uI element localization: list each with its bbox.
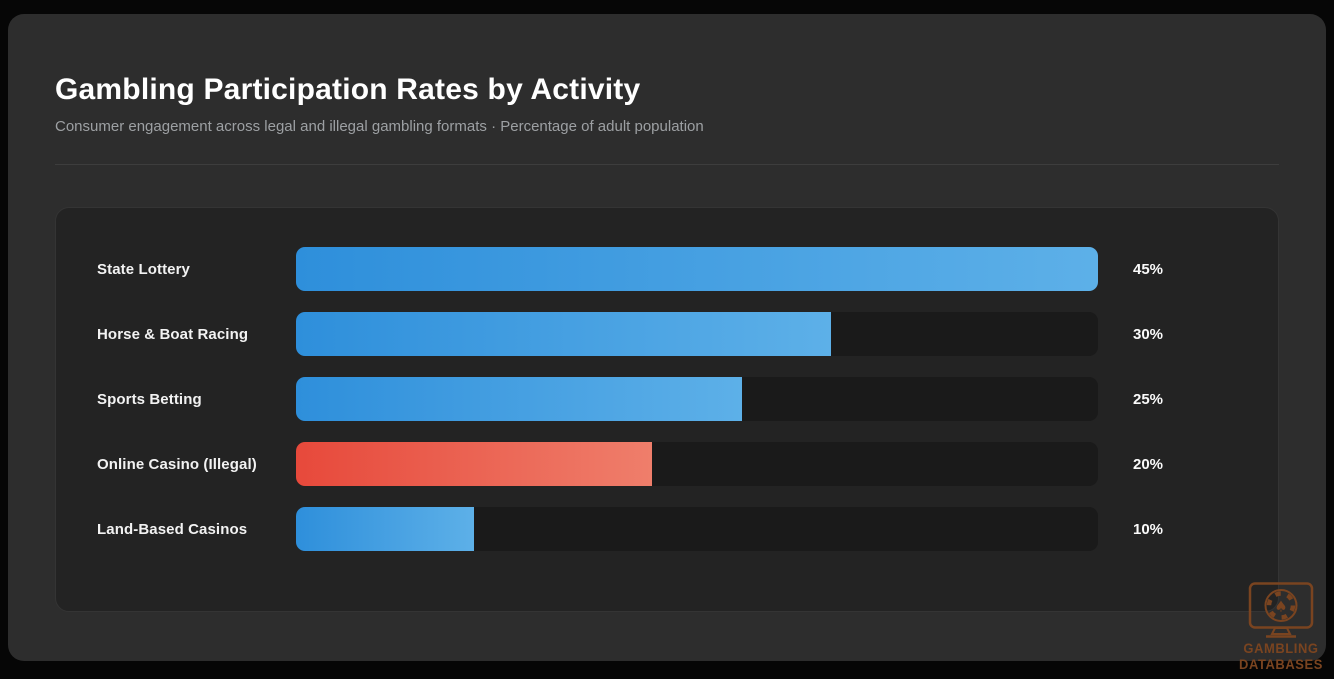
- bar-value: 25%: [1133, 390, 1164, 408]
- page-subtitle: Consumer engagement across legal and ill…: [55, 118, 704, 135]
- svg-text:♠: ♠: [1274, 598, 1287, 616]
- watermark-line1: GAMBLING: [1243, 641, 1319, 656]
- bar-label: Land-Based Casinos: [97, 520, 248, 538]
- bar-label: Horse & Boat Racing: [97, 325, 249, 343]
- bar-value: 10%: [1133, 520, 1164, 538]
- bar-label: State Lottery: [97, 260, 190, 278]
- bar-track: [296, 442, 1098, 486]
- bar-track: [296, 312, 1098, 356]
- watermark-logo: ♠ GAMBLING DATABASES: [1231, 582, 1331, 671]
- bar-row: State Lottery 45%: [56, 247, 1278, 291]
- bar-value: 20%: [1133, 455, 1164, 473]
- header-divider: [55, 164, 1279, 165]
- bar-row: Horse & Boat Racing 30%: [56, 312, 1278, 356]
- bar-value: 30%: [1133, 325, 1164, 343]
- page-title: Gambling Participation Rates by Activity: [55, 73, 641, 106]
- bar-track: [296, 507, 1098, 551]
- bar-track: [296, 247, 1098, 291]
- bar-row: Land-Based Casinos 10%: [56, 507, 1278, 551]
- bar-fill: [296, 442, 653, 486]
- bar-fill: [296, 377, 742, 421]
- bar-row: Online Casino (Illegal) 20%: [56, 442, 1278, 486]
- bar-label: Online Casino (Illegal): [97, 455, 257, 473]
- chart-card: Gambling Participation Rates by Activity…: [8, 14, 1326, 661]
- bar-label: Sports Betting: [97, 390, 202, 408]
- bar-row: Sports Betting 25%: [56, 377, 1278, 421]
- bar-value: 45%: [1133, 260, 1164, 278]
- chart-panel: State Lottery 45% Horse & Boat Racing 30…: [55, 207, 1279, 612]
- bar-fill: [296, 507, 475, 551]
- bar-fill: [296, 247, 1098, 291]
- bar-rows: State Lottery 45% Horse & Boat Racing 30…: [56, 247, 1278, 551]
- casino-monitor-icon: ♠: [1248, 582, 1314, 638]
- watermark-line2: DATABASES: [1239, 656, 1323, 672]
- bar-fill: [296, 312, 831, 356]
- bar-track: [296, 377, 1098, 421]
